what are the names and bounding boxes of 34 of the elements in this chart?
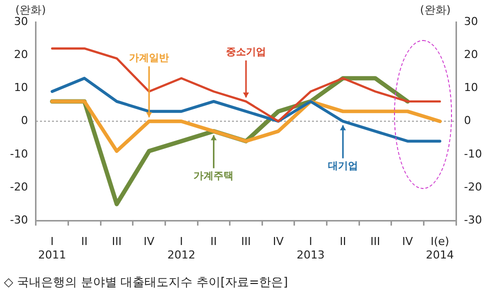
y-tick-label: 20	[14, 48, 28, 61]
x-tick-label: IV	[402, 235, 414, 248]
text: 중소기업	[226, 47, 266, 58]
x-tick-label: IV	[144, 235, 155, 248]
y-tick-label: -30	[10, 213, 28, 226]
x-tick-label: III	[112, 235, 122, 248]
x-tick-label: II	[340, 235, 346, 248]
x-tick-label: II	[81, 235, 88, 248]
y2-tick-label: -30	[464, 213, 482, 226]
x-tick-label: I(e) 2014	[426, 235, 454, 262]
x-tick-label: III	[241, 235, 251, 248]
y-tick-label: 30	[14, 14, 28, 28]
x-tick-label: I 2013	[296, 235, 325, 262]
x-tick-label: I 2012	[167, 235, 196, 262]
text: 가계일반	[129, 52, 170, 64]
x-tick-label: III	[370, 235, 380, 248]
text: 대기업	[328, 160, 358, 172]
y2-tick-label: 10	[464, 81, 478, 94]
y2-tick-label: -20	[464, 180, 482, 194]
x-tick-label: IV	[272, 235, 284, 248]
x-tick-label: I 2011	[38, 235, 66, 262]
x-tick-label: II	[210, 235, 217, 248]
text: 가계주택	[194, 170, 234, 182]
y2-tick-label: 0	[464, 114, 472, 128]
y-tick-label: 10	[14, 81, 28, 94]
y-tick-label: -10	[10, 147, 28, 160]
y2-tick-label: 30	[464, 14, 478, 28]
y-tick-label: 0	[20, 114, 28, 128]
y-tick-label: -20	[10, 180, 28, 194]
y-axis-title: (완화)	[15, 3, 46, 16]
y2-axis-title: (완화)	[420, 3, 451, 16]
y2-tick-label: 20	[464, 48, 478, 61]
y2-tick-label: -10	[464, 147, 482, 160]
text: ◇ 국내은행의 분야별 대출태도지수 추이[자료=한은]	[4, 274, 288, 291]
